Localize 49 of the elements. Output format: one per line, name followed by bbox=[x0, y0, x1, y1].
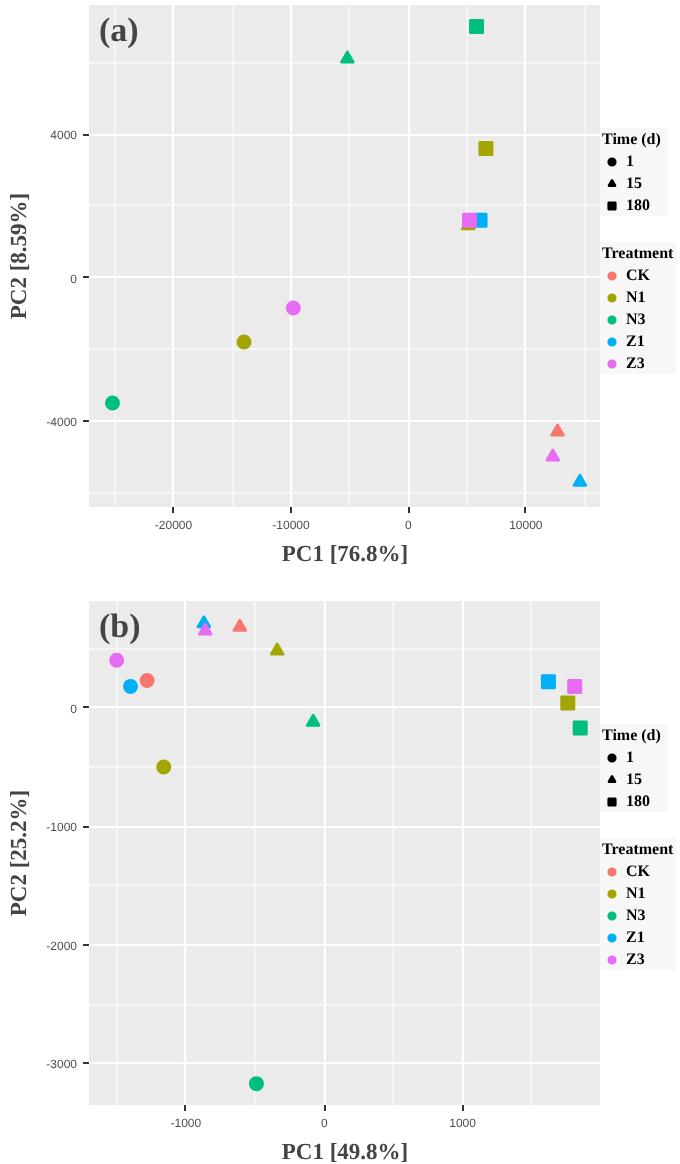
point bbox=[461, 212, 477, 228]
legend-label: 15 bbox=[626, 174, 644, 192]
legend-label: 1 bbox=[626, 152, 636, 170]
point bbox=[232, 618, 248, 632]
point bbox=[109, 652, 125, 668]
legend-label: CK bbox=[626, 862, 652, 880]
point bbox=[123, 678, 139, 694]
legend-label: Z3 bbox=[626, 950, 647, 968]
legend-label: N1 bbox=[626, 884, 648, 902]
point bbox=[469, 19, 485, 35]
point bbox=[567, 678, 583, 694]
point bbox=[139, 672, 155, 688]
legend-label: 180 bbox=[626, 196, 652, 214]
legend-label: CK bbox=[626, 266, 652, 284]
point bbox=[572, 720, 588, 736]
point bbox=[478, 140, 494, 156]
text: Treatment bbox=[602, 244, 674, 262]
point bbox=[339, 50, 355, 64]
y-axis-title: PC2 [25.2%] bbox=[8, 789, 33, 917]
text: Treatment bbox=[602, 840, 674, 858]
point bbox=[269, 642, 285, 656]
legend-label: 180 bbox=[626, 792, 652, 810]
chart-title: (b) bbox=[99, 607, 141, 645]
legend-label: Z1 bbox=[626, 928, 647, 946]
point bbox=[104, 395, 120, 411]
point bbox=[197, 622, 213, 636]
text: Time (d) bbox=[602, 130, 661, 148]
point bbox=[572, 473, 588, 487]
legend-label: N3 bbox=[626, 310, 648, 328]
point bbox=[560, 695, 576, 711]
legend-label: Z1 bbox=[626, 332, 647, 350]
point bbox=[285, 300, 301, 316]
point bbox=[305, 713, 321, 727]
legend-label: N3 bbox=[626, 906, 648, 924]
x-axis-title: PC1 [49.8%] bbox=[281, 1141, 409, 1164]
point bbox=[545, 448, 561, 462]
legend-label: 15 bbox=[626, 770, 644, 788]
legend-label: N1 bbox=[626, 288, 648, 306]
point bbox=[156, 759, 172, 775]
point bbox=[236, 334, 252, 350]
text: Time (d) bbox=[602, 726, 661, 744]
point bbox=[248, 1076, 264, 1092]
legend-label: 1 bbox=[626, 748, 636, 766]
point bbox=[550, 423, 566, 437]
legend-label: Z3 bbox=[626, 354, 647, 372]
chart-title: (a) bbox=[99, 11, 139, 49]
point bbox=[540, 674, 556, 690]
x-axis-title: PC1 [76.8%] bbox=[281, 543, 409, 567]
y-axis-title: PC2 [8.59%] bbox=[8, 192, 33, 320]
